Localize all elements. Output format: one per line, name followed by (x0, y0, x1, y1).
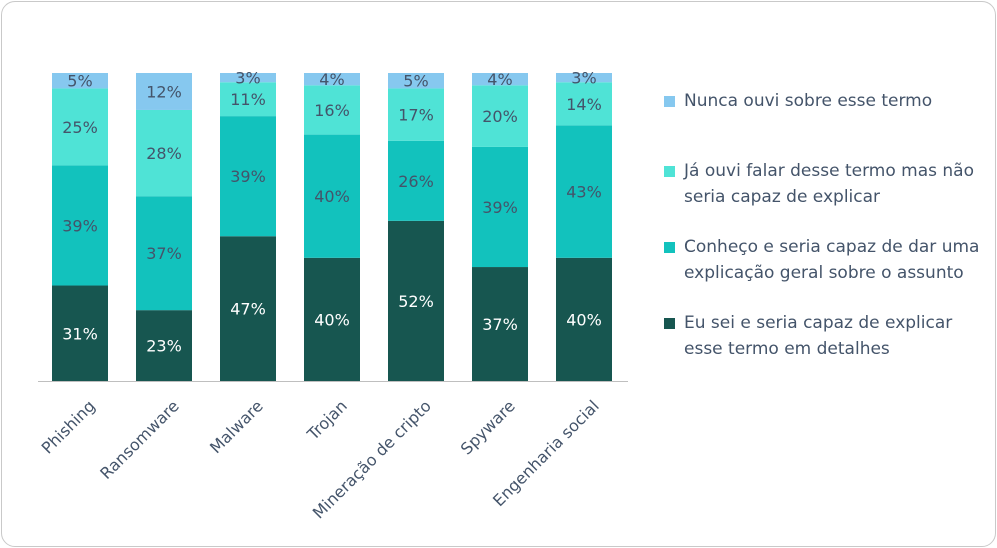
bar-segment (52, 88, 108, 166)
bar-value-label: 47% (230, 300, 266, 319)
bar-segment (220, 116, 276, 237)
bar-value-label: 23% (146, 337, 182, 356)
bar-value-label: 39% (230, 167, 266, 186)
bar-segment (388, 140, 444, 221)
bar-segment (472, 146, 528, 268)
bar-value-label: 39% (62, 216, 98, 235)
bar-segment (472, 267, 528, 381)
bar-value-label: 43% (566, 183, 602, 202)
bar-segment (220, 82, 276, 117)
bar-value-label: 40% (314, 310, 350, 329)
bar-segment (556, 82, 612, 126)
bar-segment (220, 236, 276, 381)
legend-label: Conheço e seria capaz de dar uma explica… (684, 237, 980, 283)
legend-swatch (664, 96, 675, 107)
category-label: Spyware (457, 396, 519, 458)
bar-segment (52, 73, 108, 89)
bar-value-label: 16% (314, 101, 350, 120)
legend-label: Já ouvi falar desse termo mas não seria … (684, 161, 974, 207)
category-label: Trojan (303, 396, 351, 444)
bar-value-label: 3% (571, 69, 596, 88)
bar-segment (388, 88, 444, 141)
legend-swatch (664, 166, 675, 177)
bar-segment (304, 257, 360, 381)
bar-segment (136, 196, 192, 311)
bar-value-label: 37% (146, 244, 182, 263)
bar-segment (304, 73, 360, 86)
bar-value-label: 40% (314, 187, 350, 206)
bar-value-label: 12% (146, 82, 182, 101)
bar-value-label: 4% (319, 70, 344, 89)
bar-value-label: 20% (482, 107, 518, 126)
bar-value-label: 28% (146, 144, 182, 163)
bar-value-label: 14% (566, 95, 602, 114)
bars-group (52, 73, 612, 381)
bar-value-label: 52% (398, 292, 434, 311)
category-label: Ransomware (96, 396, 183, 483)
legend-swatch (664, 242, 675, 253)
segment-labels-group: 31% 39% 25% 5% 23% 37% 28% 12% 47% 39% 11% 3% 40% 40%… (62, 69, 602, 356)
category-label: Phishing (38, 396, 99, 457)
bar-segment (556, 125, 612, 258)
legend-swatch (664, 318, 675, 329)
bar-value-label: 25% (62, 118, 98, 137)
bar-value-label: 37% (482, 315, 518, 334)
bar-segment (52, 165, 108, 286)
bar-value-label: 17% (398, 106, 434, 125)
bar-value-label: 40% (566, 310, 602, 329)
legend-label: Eu sei e seria capaz de explicar esse te… (684, 313, 953, 359)
bar-segment (556, 257, 612, 381)
category-label: Malware (206, 396, 267, 457)
bar-value-label: 3% (235, 69, 260, 88)
bar-value-label: 31% (62, 324, 98, 343)
bar-value-label: 11% (230, 90, 266, 109)
legend-label: Nunca ouvi sobre esse termo (684, 91, 933, 111)
bar-segment (304, 134, 360, 258)
bar-value-label: 5% (67, 72, 92, 91)
bar-value-label: 26% (398, 172, 434, 191)
bar-value-label: 5% (403, 72, 428, 91)
bar-segment (556, 73, 612, 83)
bar-segment (136, 109, 192, 197)
bar-segment (136, 310, 192, 381)
bar-segment (388, 220, 444, 381)
bar-segment (472, 73, 528, 86)
bar-value-label: 4% (487, 70, 512, 89)
bar-segment (52, 285, 108, 381)
bar-segment (136, 73, 192, 110)
bar-value-label: 39% (482, 198, 518, 217)
bar-segment (304, 85, 360, 135)
bar-segment (388, 73, 444, 89)
bar-segment (472, 85, 528, 147)
bar-segment (220, 73, 276, 83)
